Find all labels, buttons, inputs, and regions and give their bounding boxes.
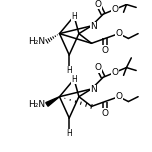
Text: H: H <box>71 12 77 21</box>
Text: O: O <box>115 29 122 38</box>
Text: O: O <box>111 5 118 14</box>
Text: O: O <box>102 109 109 118</box>
Text: O: O <box>95 0 102 9</box>
Polygon shape <box>46 97 59 106</box>
Text: H: H <box>66 66 72 75</box>
Text: N: N <box>90 85 97 94</box>
Text: H₂N: H₂N <box>28 37 45 46</box>
Text: O: O <box>102 46 109 55</box>
Text: O: O <box>115 92 122 101</box>
Text: O: O <box>111 68 118 77</box>
Text: H: H <box>66 129 72 138</box>
Text: O: O <box>95 63 102 72</box>
Text: N: N <box>90 22 97 31</box>
Text: H₂N: H₂N <box>28 100 45 109</box>
Text: H: H <box>71 75 77 84</box>
